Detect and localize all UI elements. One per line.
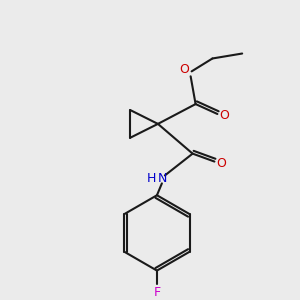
Text: O: O	[179, 63, 189, 76]
Text: N: N	[158, 172, 168, 185]
Text: O: O	[216, 157, 226, 170]
Text: F: F	[153, 286, 161, 299]
Text: O: O	[219, 110, 229, 122]
Text: H: H	[146, 172, 156, 185]
